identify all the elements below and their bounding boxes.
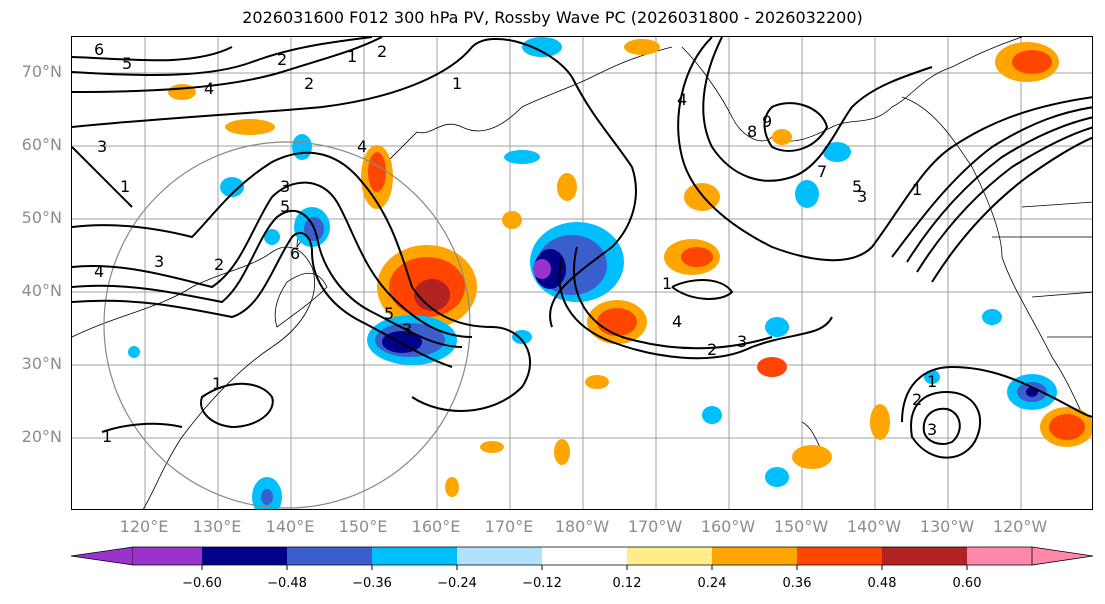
lon-label-170w: 170°W <box>627 517 683 536</box>
colorbar-tick-label: 0.60 <box>952 576 982 591</box>
map-panel: 6 5 4 3 2 1 3 2 1 4 3 5 6 4 5 3 2 1 8 9 … <box>71 36 1093 510</box>
lat-label-20n: 20°N <box>21 427 62 446</box>
contour-label: 2 <box>912 390 922 409</box>
lat-label-70n: 70°N <box>21 62 62 81</box>
colorbar-tick-label: −0.60 <box>182 576 222 591</box>
lon-label-150e: 150°E <box>338 517 388 536</box>
contour-label: 3 <box>857 187 867 206</box>
contour-label: 3 <box>927 420 937 439</box>
contour-label: 1 <box>452 74 462 93</box>
colorbar-segment <box>1031 546 1094 566</box>
lon-label-150w: 150°W <box>773 517 829 536</box>
colorbar-segment <box>882 547 967 565</box>
contour-label: 4 <box>204 79 214 98</box>
lat-label-30n: 30°N <box>21 354 62 373</box>
contour-label: 4 <box>677 90 687 109</box>
lon-label-130e: 130°E <box>192 517 242 536</box>
colorbar-segment <box>202 547 287 565</box>
contour-label: 1 <box>662 274 672 293</box>
contour-label: 3 <box>154 252 164 271</box>
colorbar-ticks <box>201 565 968 570</box>
contour-label: 2 <box>377 42 387 61</box>
contour-label: 3 <box>97 137 107 156</box>
pv-contours <box>72 37 1092 459</box>
lon-label-160w: 160°W <box>700 517 756 536</box>
colorbar-segment <box>797 547 882 565</box>
colorbar-tick-label: 0.48 <box>867 576 897 591</box>
contour-label: 1 <box>120 177 130 196</box>
colorbar-tick-label: −0.12 <box>522 576 562 591</box>
contour-label: 2 <box>214 255 224 274</box>
colorbar-outline <box>133 546 1032 566</box>
lat-label-50n: 50°N <box>21 208 62 227</box>
lon-label-180w: 180°W <box>554 517 610 536</box>
lat-label-60n: 60°N <box>21 135 62 154</box>
contour-label: 6 <box>290 244 300 263</box>
lon-label-120e: 120°E <box>119 517 169 536</box>
contour-label: 5 <box>852 177 862 196</box>
contour-label: 3 <box>280 177 290 196</box>
colorbar-tick-label: 0.12 <box>612 576 642 591</box>
pv-anomaly-fills <box>128 37 1092 509</box>
contour-labels: 6 5 4 3 2 1 3 2 1 4 3 5 6 4 5 3 2 1 8 9 … <box>94 40 937 446</box>
colorbar-segment <box>287 547 372 565</box>
colorbar-tick-label: 0.36 <box>782 576 812 591</box>
contour-label: 5 <box>280 197 290 216</box>
contour-label: 1 <box>927 372 937 391</box>
colorbar-segment <box>967 547 1032 565</box>
contour-label: 1 <box>912 180 922 199</box>
contour-label: 4 <box>357 137 367 156</box>
colorbar-tick-label: −0.48 <box>267 576 307 591</box>
contour-label: 9 <box>762 112 772 131</box>
lon-label-140w: 140°W <box>846 517 902 536</box>
colorbar-segment <box>542 547 627 565</box>
colorbar-tick-label: −0.24 <box>437 576 477 591</box>
contour-label: 6 <box>94 40 104 59</box>
contour-label: 4 <box>94 262 104 281</box>
colorbar-segment <box>712 547 797 565</box>
lon-label-140e: 140°E <box>265 517 315 536</box>
contour-label: 7 <box>817 162 827 181</box>
contour-label: 5 <box>384 304 394 323</box>
colorbar-tick-label: −0.36 <box>352 576 392 591</box>
colorbar-segment <box>70 546 134 566</box>
contour-label: 1 <box>347 47 357 66</box>
contour-label: 4 <box>672 312 682 331</box>
lon-label-120w: 120°W <box>992 517 1048 536</box>
colorbar-segment <box>372 547 457 565</box>
map-canvas: 6 5 4 3 2 1 3 2 1 4 3 5 6 4 5 3 2 1 8 9 … <box>72 37 1092 509</box>
contour-label: 2 <box>277 50 287 69</box>
contour-label: 1 <box>102 427 112 446</box>
contour-label: 3 <box>402 320 412 339</box>
colorbar-segment <box>133 547 202 565</box>
contour-label: 2 <box>707 340 717 359</box>
lon-label-130w: 130°W <box>919 517 975 536</box>
contour-label: 8 <box>747 122 757 141</box>
contour-label: 1 <box>212 374 222 393</box>
lat-label-40n: 40°N <box>21 281 62 300</box>
map-title: 2026031600 F012 300 hPa PV, Rossby Wave … <box>242 8 863 27</box>
colorbar-segment <box>627 547 712 565</box>
contour-label: 3 <box>737 332 747 351</box>
contour-label: 2 <box>304 74 314 93</box>
lon-label-160e: 160°E <box>411 517 461 536</box>
colorbar-segment <box>457 547 542 565</box>
colorbar-tick-label: 0.24 <box>697 576 727 591</box>
lon-label-170e: 170°E <box>484 517 534 536</box>
contour-label: 5 <box>122 54 132 73</box>
